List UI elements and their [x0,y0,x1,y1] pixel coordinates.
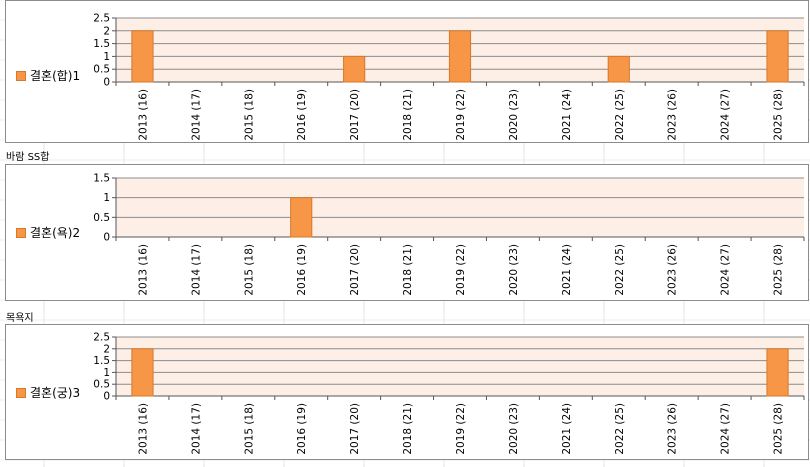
chart-2-plot: 0 0.5 1 1.5 2013 (16) 2014 (17) 2015 (18) 2016 … [93,173,805,296]
x-tick-label: 2018 (21) [402,403,414,455]
x-tick-label: 2013 (16) [137,403,149,455]
y-tick-label: 1 [103,51,110,63]
x-tick-label: 2019 (22) [455,244,467,296]
legend-label: 결혼(욕)2 [30,226,81,240]
x-tick-label: 2018 (21) [402,244,414,296]
x-tick-label: 2025 (28) [773,244,785,296]
x-tick-label: 2013 (16) [137,244,149,296]
legend-label: 결혼(합)1 [30,69,81,83]
x-tick-label: 2016 (19) [296,403,308,455]
x-tick-label: 2019 (22) [455,89,467,141]
legend-swatch-icon [16,70,26,81]
y-tick-label: 1.5 [93,355,110,367]
y-tick-label: 2.5 [93,13,110,25]
x-tick-label: 2018 (21) [402,89,414,141]
x-tick-label: 2022 (25) [614,403,626,455]
x-tick-label: 2014 (17) [190,403,202,455]
x-tick-label: 2021 (24) [561,89,573,141]
legend-label: 결혼(궁)3 [30,386,81,400]
cell-label-2[interactable]: 목욕지 [6,313,34,324]
x-tick-label: 2016 (19) [296,244,308,296]
x-tick-label: 2021 (24) [561,244,573,296]
x-tick-label: 2020 (23) [508,244,520,296]
x-tick-label: 2024 (27) [720,89,732,141]
plot-area [116,178,804,237]
bar[interactable] [607,55,630,83]
chart-2[interactable]: 0 0.5 1 1.5 2013 (16) 2014 (17) 2015 (18) 2016 … [5,164,809,301]
chart-1-plot: 00.511.522.5 2013 (16) 2014 (17) 2015 (18) 2… [93,13,805,141]
x-tick-label: 2025 (28) [773,89,785,141]
x-tick-label: 2021 (24) [561,403,573,455]
x-tick-label: 2020 (23) [508,403,520,455]
bar[interactable] [343,55,366,83]
legend-swatch-icon [16,387,26,398]
x-tick-label: 2017 (20) [349,89,361,141]
y-tick-label: 0.5 [93,64,110,76]
x-tick-label: 2013 (16) [137,89,149,141]
y-tick-label: 0 [103,77,110,89]
x-tick-label: 2022 (25) [614,89,626,141]
bar[interactable] [766,348,789,397]
x-tick-label: 2015 (18) [243,403,255,455]
chart-3[interactable]: 0 0.5 1 1.5 2 2.5 2013 (16) 2014 (17) 2015 (18) 2… [5,324,809,460]
chart-3-plot: 00.511.522.5 2013 (16) 2014 (17) 2015 (18) 2… [93,332,805,455]
x-tick-label: 2017 (20) [349,403,361,455]
bar[interactable] [131,30,154,83]
y-tick-label: 1.5 [93,38,110,50]
x-tick-label: 2024 (27) [720,244,732,296]
x-tick-label: 2016 (19) [296,89,308,141]
chart-1[interactable]: 0 0.5 1 1.5 2 2.5 2013 (16) 2014 (17) 2015 (18) 2… [5,0,809,143]
plot-area [116,337,804,396]
y-tick-label: 1 [103,367,110,379]
x-tick-label: 2023 (26) [667,89,679,141]
x-tick-label: 2022 (25) [614,244,626,296]
chart-2-legend[interactable]: 결혼(욕)2 [16,224,80,241]
x-tick-label: 2024 (27) [720,403,732,455]
x-tick-label: 2023 (26) [667,403,679,455]
y-tick-label: 0.5 [93,379,110,391]
bar[interactable] [290,197,313,238]
x-tick-label: 2025 (28) [773,403,785,455]
y-tick-label: 0 [103,391,110,403]
y-tick-label: 2 [103,343,110,355]
x-tick-label: 2017 (20) [349,244,361,296]
cell-label-1[interactable]: 바람 SS합 [6,152,50,163]
y-tick-label: 1 [103,192,110,204]
legend-swatch-icon [16,227,26,238]
x-tick-label: 2019 (22) [455,403,467,455]
y-tick-label: 1.5 [93,173,110,185]
y-tick-label: 2.5 [93,332,110,344]
bar[interactable] [448,30,472,83]
x-tick-label: 2015 (18) [243,89,255,141]
bar[interactable] [131,348,154,397]
x-tick-label: 2014 (17) [190,244,202,296]
y-tick-label: 0 [103,232,110,244]
y-tick-label: 2 [103,25,110,37]
chart-3-legend[interactable]: 결혼(궁)3 [16,384,80,401]
y-tick-label: 0.5 [93,212,110,224]
bar[interactable] [766,30,789,83]
x-tick-label: 2015 (18) [243,244,255,296]
x-tick-label: 2014 (17) [190,89,202,141]
chart-1-legend[interactable]: 결혼(합)1 [16,67,80,84]
x-tick-label: 2023 (26) [667,244,679,296]
x-tick-label: 2020 (23) [508,89,520,141]
